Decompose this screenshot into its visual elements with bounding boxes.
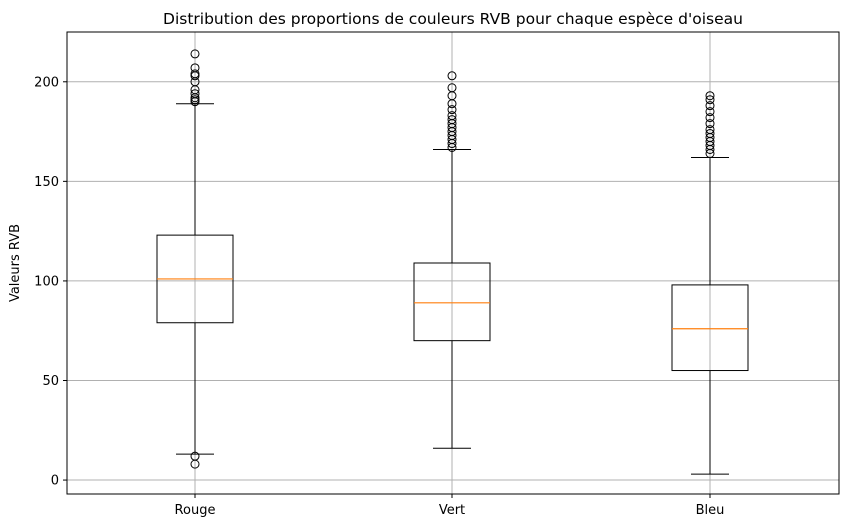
outlier-point (190, 63, 200, 73)
outlier-point (705, 113, 715, 123)
outlier-point (705, 107, 715, 117)
outlier-point (447, 115, 457, 125)
outlier-point (190, 451, 200, 461)
outlier-point (447, 83, 457, 93)
chart-title: Distribution des proportions de couleurs… (163, 10, 743, 28)
outlier-point (705, 125, 715, 135)
box-bleu (671, 91, 749, 475)
box-vert (413, 71, 491, 449)
outlier-point (447, 105, 457, 115)
outlier-point (190, 69, 200, 79)
axis-ticks: 0 50 100 150 200 Rouge Vert Bleu (34, 75, 724, 518)
outlier-point (705, 129, 715, 139)
y-axis-label: Valeurs RVB (8, 224, 23, 302)
y-tick-label: 0 (51, 474, 59, 489)
x-tick-label: Bleu (696, 503, 725, 518)
y-tick-label: 150 (34, 175, 59, 190)
iqr-box (413, 262, 491, 342)
iqr-box (671, 284, 749, 372)
box-rouge (156, 49, 234, 469)
x-tick-label: Vert (439, 503, 465, 518)
y-tick-label: 50 (42, 374, 59, 389)
outlier-point (705, 91, 715, 101)
outlier-point (705, 95, 715, 105)
outlier-point (190, 49, 200, 59)
plot-area-frame (66, 31, 840, 495)
box-series (156, 49, 749, 475)
outlier-point (447, 71, 457, 81)
y-tick-label: 200 (34, 75, 59, 90)
x-tick-label: Rouge (175, 503, 216, 518)
y-tick-label: 100 (34, 274, 59, 289)
outlier-point (705, 101, 715, 111)
outlier-point (447, 111, 457, 121)
outlier-point (190, 89, 200, 99)
outlier-point (705, 119, 715, 129)
